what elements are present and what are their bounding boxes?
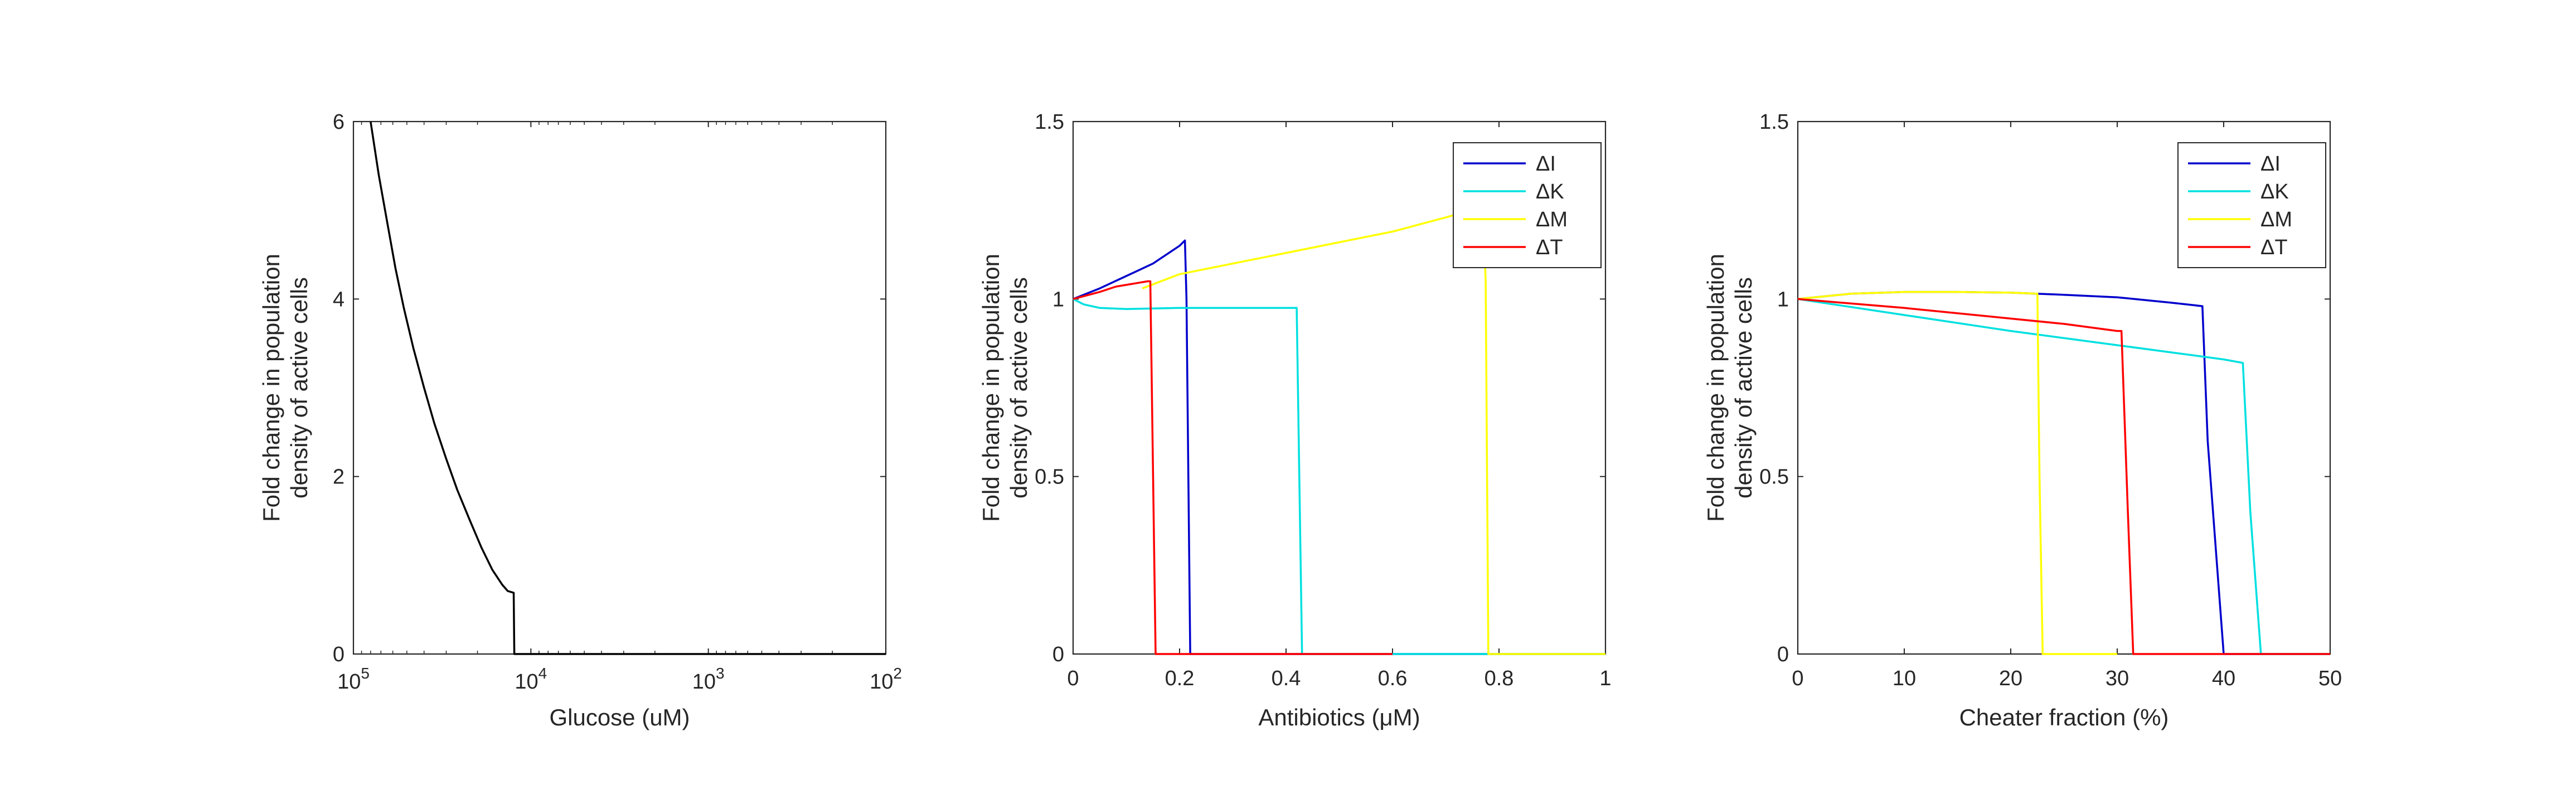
glucose-ylabel-line: density of active cells bbox=[286, 277, 312, 498]
glucose-xtick-label: 103 bbox=[692, 665, 725, 694]
glucose-xtick-base: 10 bbox=[337, 670, 361, 694]
cheater-fraction-ytick-label: 0.5 bbox=[1759, 466, 1789, 489]
antibiotics-xtick-label: 1 bbox=[1599, 667, 1611, 690]
cheater-fraction-xlabel: Cheater fraction (%) bbox=[1959, 704, 2169, 730]
cheater-fraction-series-line-3 bbox=[1797, 298, 2330, 655]
glucose-xtick-base: 10 bbox=[870, 670, 893, 694]
antibiotics-legend-label: ΔK bbox=[1536, 180, 1564, 204]
antibiotics-series-line-2 bbox=[1142, 206, 1605, 655]
glucose-xtick-label: 104 bbox=[515, 665, 547, 694]
antibiotics-xtick-label: 0.2 bbox=[1165, 667, 1195, 690]
antibiotics-ylabel: Fold change in populationdensity of acti… bbox=[978, 254, 1032, 522]
glucose-xlabel: Glucose (uM) bbox=[549, 704, 690, 730]
antibiotics-xtick-label: 0.6 bbox=[1378, 667, 1408, 690]
antibiotics-chart: 0 0.5 1 1.5 0 0.2 0.4 0.6 0.8 1 Antibiotics (μM) Fo… bbox=[978, 110, 1612, 730]
cheater-fraction-ytick-label: 1.5 bbox=[1759, 110, 1789, 134]
cheater-fraction-series-line-1 bbox=[1797, 298, 2330, 655]
glucose-xtick-exponent: 4 bbox=[539, 665, 547, 682]
antibiotics-xtick-label: 0.4 bbox=[1272, 667, 1301, 690]
cheater-fraction-xtick-label: 0 bbox=[1792, 667, 1803, 690]
glucose-xtick-exponent: 2 bbox=[893, 665, 902, 682]
antibiotics-series-line-0 bbox=[1073, 239, 1605, 655]
glucose-xtick-exponent: 3 bbox=[716, 665, 725, 682]
glucose-ytick-label: 4 bbox=[333, 288, 345, 311]
antibiotics-xtick-label: 0 bbox=[1067, 667, 1079, 690]
antibiotics-ytick-label: 1.5 bbox=[1035, 110, 1064, 134]
cheater-fraction-ylabel-line: Fold change in population bbox=[1702, 254, 1729, 522]
cheater-fraction-chart: 0 0.5 1 1.5 0 10 20 30 40 50 Cheater fraction (%) F… bbox=[1702, 110, 2342, 730]
glucose-xtick-exponent: 5 bbox=[361, 665, 370, 682]
glucose-xtick-base: 10 bbox=[692, 670, 716, 694]
glucose-ytick-label: 2 bbox=[333, 466, 345, 489]
antibiotics-ytick-label: 0 bbox=[1052, 643, 1064, 666]
antibiotics-ylabel-line: Fold change in population bbox=[978, 254, 1004, 522]
cheater-fraction-legend-label: ΔK bbox=[2260, 180, 2289, 204]
glucose-ytick-label: 0 bbox=[333, 643, 345, 666]
antibiotics-legend-box bbox=[1453, 142, 1602, 268]
antibiotics-legend-label: ΔI bbox=[1536, 152, 1556, 176]
antibiotics-xtick-label: 0.8 bbox=[1485, 667, 1514, 690]
cheater-fraction-ytick-label: 1 bbox=[1777, 288, 1789, 311]
cheater-fraction-xtick-label: 40 bbox=[2212, 667, 2235, 690]
glucose-xtick-base: 10 bbox=[515, 670, 538, 694]
cheater-fraction-ytick-label: 0 bbox=[1777, 643, 1789, 666]
glucose-ytick-label: 6 bbox=[333, 110, 345, 134]
cheater-fraction-ylabel-line: density of active cells bbox=[1730, 277, 1757, 498]
cheater-fraction-ylabel: Fold change in populationdensity of acti… bbox=[1702, 254, 1757, 522]
cheater-fraction-legend-box bbox=[2177, 142, 2326, 268]
cheater-fraction-xtick-label: 20 bbox=[1999, 667, 2022, 690]
cheater-fraction-legend-label: ΔT bbox=[2260, 236, 2288, 259]
glucose-series-line bbox=[370, 121, 886, 655]
cheater-fraction-series-line-2 bbox=[1797, 290, 2117, 655]
glucose-ylabel-line: Fold change in population bbox=[258, 254, 284, 522]
cheater-fraction-xtick-label: 10 bbox=[1893, 667, 1916, 690]
antibiotics-ytick-label: 1 bbox=[1052, 288, 1064, 311]
glucose-xtick-label: 105 bbox=[337, 665, 370, 694]
glucose-ylabel: Fold change in populationdensity of acti… bbox=[258, 254, 312, 522]
antibiotics-series-line-3 bbox=[1073, 280, 1393, 655]
antibiotics-ytick-label: 0.5 bbox=[1035, 466, 1064, 489]
cheater-fraction-xtick-label: 30 bbox=[2106, 667, 2129, 690]
antibiotics-legend-label: ΔT bbox=[1536, 236, 1563, 259]
antibiotics-legend-label: ΔM bbox=[1536, 208, 1568, 231]
cheater-fraction-legend-label: ΔM bbox=[2260, 208, 2292, 231]
glucose-xtick-label: 102 bbox=[870, 665, 902, 694]
cheater-fraction-legend-label: ΔI bbox=[2260, 152, 2281, 176]
antibiotics-xlabel: Antibiotics (μM) bbox=[1258, 704, 1420, 730]
antibiotics-ylabel-line: density of active cells bbox=[1006, 277, 1032, 498]
cheater-fraction-xtick-label: 50 bbox=[2318, 667, 2342, 690]
antibiotics-series-line-1 bbox=[1073, 298, 1605, 655]
